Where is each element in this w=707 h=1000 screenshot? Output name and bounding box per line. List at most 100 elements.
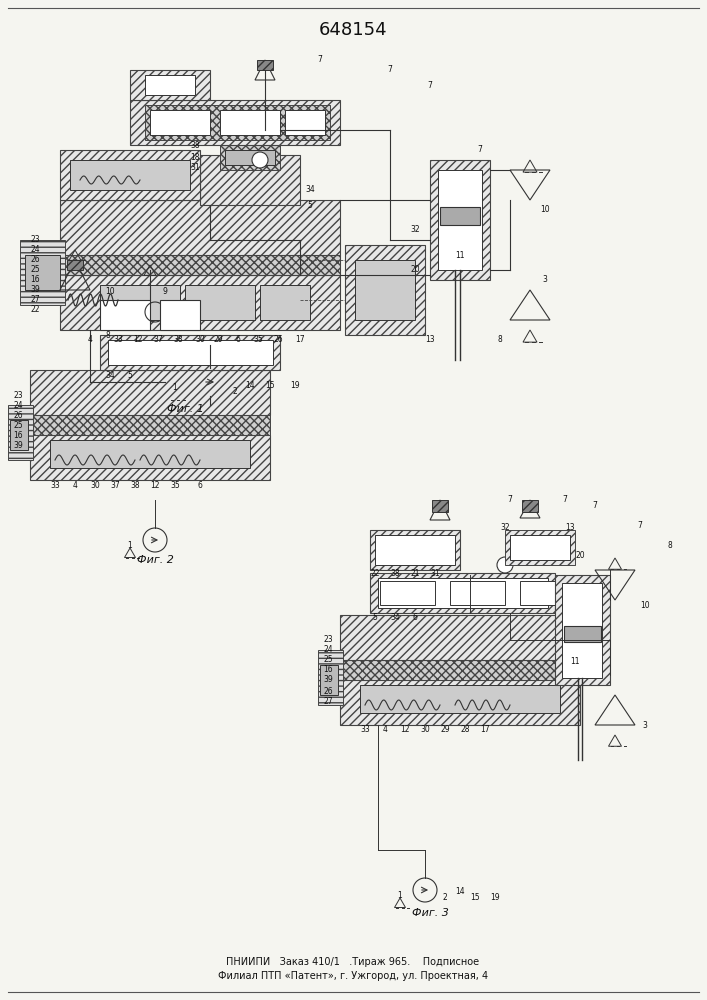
Text: 10: 10	[105, 288, 115, 296]
Text: 11: 11	[455, 250, 464, 259]
Bar	[430, 160, 490, 280]
Text: 16: 16	[323, 666, 333, 674]
Bar	[185, 285, 255, 320]
Text: Фиг. 1: Фиг. 1	[167, 404, 204, 414]
Text: 7: 7	[563, 495, 568, 504]
Text: 25: 25	[13, 420, 23, 430]
Bar	[340, 615, 580, 660]
Bar	[440, 207, 480, 225]
Bar	[25, 255, 60, 290]
Bar	[355, 260, 415, 320]
Bar	[20, 240, 65, 305]
Bar	[145, 105, 330, 140]
Bar	[60, 255, 340, 275]
Bar	[318, 650, 343, 705]
Bar	[505, 530, 575, 565]
Text: 8: 8	[667, 540, 672, 550]
Bar	[562, 583, 602, 678]
Text: 27: 27	[323, 698, 333, 706]
Text: 38: 38	[190, 140, 200, 149]
Text: 23: 23	[13, 390, 23, 399]
Text: 16: 16	[13, 430, 23, 440]
Text: 9: 9	[163, 288, 168, 296]
Text: 39: 39	[30, 286, 40, 294]
Text: Филиал ПТП «Патент», г. Ужгород, ул. Проектная, 4: Филиал ПТП «Патент», г. Ужгород, ул. Про…	[218, 971, 488, 981]
Text: Фиг. 3: Фиг. 3	[411, 908, 448, 918]
Bar	[285, 110, 325, 135]
Text: 3: 3	[643, 720, 648, 730]
Text: 7: 7	[477, 145, 482, 154]
Text: 33: 33	[360, 726, 370, 734]
Bar	[438, 170, 482, 270]
Bar	[130, 70, 210, 100]
Text: 33: 33	[50, 481, 60, 489]
Text: 30: 30	[195, 336, 205, 344]
Bar	[555, 575, 610, 685]
Text: 4: 4	[73, 481, 78, 489]
Text: 25: 25	[323, 656, 333, 664]
Text: 1: 1	[173, 382, 177, 391]
Text: 16: 16	[30, 275, 40, 284]
Bar	[220, 110, 280, 135]
Text: 13: 13	[425, 336, 435, 344]
Text: 5: 5	[373, 612, 378, 621]
Bar	[360, 685, 560, 713]
Bar	[520, 581, 558, 605]
Bar	[30, 435, 270, 480]
Text: 8: 8	[105, 330, 110, 340]
Bar	[60, 150, 200, 200]
Text: ПНИИПИ   Заказ 410/1   .Тираж 965.    Подписное: ПНИИПИ Заказ 410/1 .Тираж 965. Подписное	[226, 957, 479, 967]
Bar	[257, 60, 273, 70]
Text: 30: 30	[420, 726, 430, 734]
Text: 30: 30	[90, 481, 100, 489]
Text: 38: 38	[130, 481, 140, 489]
Bar	[370, 530, 460, 570]
Text: 34: 34	[390, 612, 400, 621]
Text: 33: 33	[113, 336, 123, 344]
Bar	[320, 665, 338, 695]
Text: 28: 28	[460, 726, 469, 734]
Text: 31: 31	[430, 568, 440, 578]
Text: 23: 23	[30, 235, 40, 244]
Text: 5: 5	[308, 200, 312, 210]
Text: 24: 24	[30, 245, 40, 254]
Bar	[130, 100, 340, 145]
Text: 38: 38	[390, 568, 400, 578]
Bar	[260, 285, 310, 320]
Bar	[70, 160, 190, 190]
Text: 4: 4	[88, 336, 93, 344]
Bar	[108, 340, 273, 365]
Text: 12: 12	[400, 726, 410, 734]
Text: 35: 35	[253, 336, 263, 344]
Text: 5: 5	[127, 370, 132, 379]
Text: 648154: 648154	[319, 21, 387, 39]
Text: 39: 39	[13, 440, 23, 450]
Text: 19: 19	[490, 894, 500, 902]
Text: 11: 11	[571, 658, 580, 666]
Bar	[10, 420, 28, 450]
Text: 1: 1	[397, 890, 402, 900]
Bar	[370, 573, 555, 613]
Bar	[8, 405, 33, 460]
Text: 10: 10	[640, 600, 650, 609]
Text: 20: 20	[575, 550, 585, 560]
Bar	[30, 370, 270, 415]
Text: 6: 6	[197, 481, 202, 489]
Text: 34: 34	[105, 370, 115, 379]
Text: 32: 32	[410, 226, 420, 234]
Text: 24: 24	[323, 646, 333, 654]
Text: 1: 1	[128, 540, 132, 550]
Bar	[100, 300, 150, 330]
Bar	[50, 440, 250, 468]
Text: 25: 25	[30, 265, 40, 274]
Bar	[345, 245, 425, 335]
Text: 7: 7	[638, 520, 643, 530]
Text: 6: 6	[235, 336, 240, 344]
Text: 29: 29	[440, 726, 450, 734]
Text: 32: 32	[500, 524, 510, 532]
Bar	[200, 155, 300, 205]
Text: 12: 12	[151, 481, 160, 489]
Bar	[522, 500, 538, 512]
Text: 12: 12	[133, 336, 143, 344]
Text: 37: 37	[153, 336, 163, 344]
